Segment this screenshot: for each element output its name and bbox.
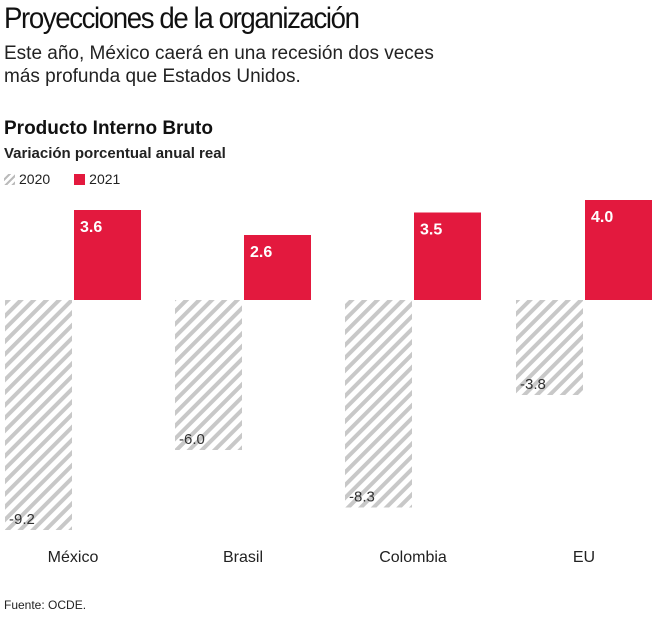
legend: 2020 2021 xyxy=(4,171,120,187)
subtitle: Este año, México caerá en una recesión d… xyxy=(4,43,434,87)
bar-2020-1 xyxy=(175,300,242,450)
category-label: México xyxy=(48,549,99,566)
category-label: Brasil xyxy=(223,549,263,566)
source-note: Fuente: OCDE. xyxy=(4,598,87,612)
legend-label: 2020 xyxy=(19,171,51,187)
legend-item-2020: 2020 xyxy=(4,171,50,187)
bar-2021-2 xyxy=(414,212,481,300)
bar-2020-3 xyxy=(516,300,583,395)
data-label-2021: 4.0 xyxy=(591,209,613,226)
data-label-2021: 3.5 xyxy=(420,222,442,239)
chart-title: Producto Interno Bruto xyxy=(4,118,213,139)
bar-2020-0 xyxy=(5,300,72,530)
bar-2021-3 xyxy=(585,200,652,300)
legend-item-2021: 2021 xyxy=(74,171,120,187)
legend-label: 2021 xyxy=(89,171,121,187)
legend-swatch-red xyxy=(74,173,86,185)
data-label-2021: 2.6 xyxy=(250,244,272,261)
data-label-2021: 3.6 xyxy=(80,219,102,236)
bar-2020-2 xyxy=(345,300,412,508)
data-label-2020: -9.2 xyxy=(9,511,35,528)
bar-2021-1 xyxy=(244,235,311,300)
category-label: Colombia xyxy=(379,549,447,566)
bar-chart: -9.2 3.6 México -6.0 2.6 Brasil -8.3 3.5 Colombi… xyxy=(5,200,652,566)
data-label-2020: -6.0 xyxy=(179,431,205,448)
page-title: Proyecciones de la organización xyxy=(4,2,360,35)
data-label-2020: -8.3 xyxy=(349,489,375,506)
category-label: EU xyxy=(573,549,595,566)
legend-swatch-hatched xyxy=(4,173,15,185)
bar-2021-0 xyxy=(74,210,141,300)
chart-subtitle: Variación porcentual anual real xyxy=(4,145,226,162)
data-label-2020: -3.8 xyxy=(520,376,546,393)
